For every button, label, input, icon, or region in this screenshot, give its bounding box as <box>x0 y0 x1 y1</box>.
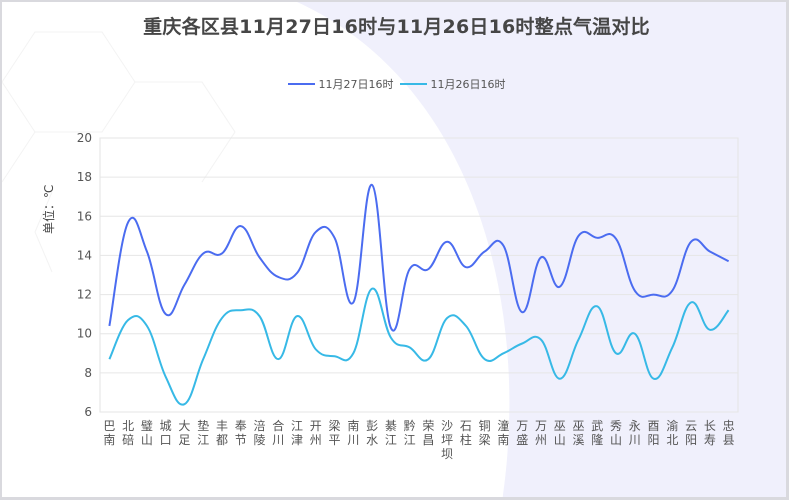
y-tick-label: 10 <box>77 327 92 341</box>
x-tick-label: 巫山 <box>554 419 566 447</box>
x-tick-label: 永川 <box>629 419 641 447</box>
x-tick-label: 开州 <box>310 419 322 447</box>
x-tick-label: 云阳 <box>685 419 697 447</box>
x-tick-label: 武隆 <box>591 419 603 447</box>
x-tick-label: 大足 <box>178 419 190 447</box>
legend-label: 11月26日16时 <box>430 78 506 91</box>
x-tick-label: 巴南 <box>103 419 115 447</box>
y-tick-label: 12 <box>77 288 92 302</box>
y-tick-label: 18 <box>77 170 92 184</box>
x-tick-label: 涪陵 <box>253 418 265 447</box>
x-tick-label: 沙坪坝 <box>441 419 453 461</box>
x-tick-label: 潼南 <box>497 418 509 447</box>
x-tick-label: 彭水 <box>366 419 378 447</box>
x-tick-label: 黔江 <box>404 418 416 447</box>
x-tick-label: 璧山 <box>141 418 153 447</box>
x-tick-label: 铜梁 <box>479 418 491 447</box>
x-tick-label: 巫溪 <box>572 419 584 447</box>
x-tick-label: 北碚 <box>122 419 134 447</box>
legend-item-series-2[interactable]: 11月26日16时 <box>399 76 506 92</box>
x-tick-label: 忠县 <box>723 419 735 447</box>
legend-line-icon <box>399 83 427 85</box>
y-tick-label: 14 <box>77 248 92 262</box>
x-tick-label: 垫江 <box>197 418 209 447</box>
x-tick-label: 渝北 <box>666 418 678 447</box>
x-tick-label: 万州 <box>535 419 547 447</box>
x-tick-label: 酉阳 <box>648 419 660 447</box>
plot-area <box>99 137 739 413</box>
x-tick-label: 丰都 <box>216 419 228 447</box>
x-tick-label: 荣昌 <box>422 419 434 447</box>
x-tick-label: 城口 <box>160 419 172 447</box>
legend-item-series-1[interactable]: 11月27日16时 <box>287 76 394 92</box>
x-tick-label: 石柱 <box>460 419 472 447</box>
y-tick-label: 16 <box>77 209 92 223</box>
y-tick-label: 20 <box>77 131 92 145</box>
x-tick-label: 梁平 <box>329 418 341 447</box>
x-tick-label: 南川 <box>347 418 359 447</box>
y-tick-label: 6 <box>84 405 92 419</box>
legend-label: 11月27日16时 <box>318 78 394 91</box>
legend-line-icon <box>287 83 315 85</box>
chart-title: 重庆各区县11月27日16时与11月26日16时整点气温对比 <box>143 16 650 38</box>
x-tick-label: 綦江 <box>385 419 397 447</box>
series-line-1[interactable] <box>108 183 730 332</box>
x-tick-label: 万盛 <box>516 419 528 447</box>
series-line-2[interactable] <box>108 287 730 406</box>
x-tick-label: 秀山 <box>610 419 622 447</box>
x-tick-label: 合川 <box>272 418 284 447</box>
x-tick-label: 奉节 <box>235 419 247 447</box>
legend: 11月27日16时 11月26日16时 <box>2 76 786 92</box>
y-tick-label: 8 <box>84 366 92 380</box>
x-tick-label: 长寿 <box>704 419 716 447</box>
x-tick-label: 江津 <box>291 419 303 447</box>
